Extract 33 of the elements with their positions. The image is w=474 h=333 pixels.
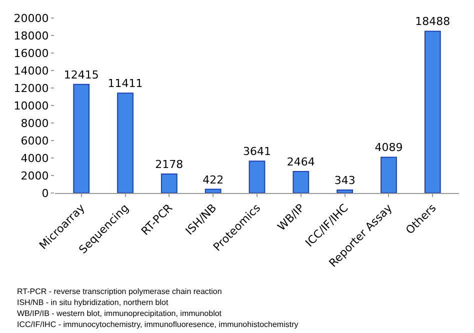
- data-label: 2178: [155, 158, 184, 171]
- data-label: 12415: [64, 68, 99, 82]
- bar: [204, 188, 222, 193]
- data-label: 11411: [108, 77, 143, 90]
- y-tick-label: 18000: [14, 29, 49, 42]
- bar: [73, 84, 90, 193]
- y-tick-label: 16000: [14, 46, 49, 60]
- y-tick-label: 6000: [20, 134, 49, 148]
- y-tick-label: 8000: [20, 116, 49, 130]
- y-tick-label: 2000: [20, 169, 49, 182]
- bar: [248, 160, 266, 193]
- bar: [336, 190, 354, 193]
- data-label: 18488: [415, 15, 450, 28]
- bar: [380, 156, 397, 193]
- bar: [117, 92, 134, 193]
- data-label: 343: [334, 174, 356, 187]
- data-label: 2464: [286, 155, 315, 168]
- y-tick-label: 4000: [20, 152, 49, 165]
- text: ICC/IF/IHC - immunocytochemistry, immunofluoresence, immunohistochemistry: [17, 320, 298, 329]
- bar: [160, 173, 178, 193]
- y-tick-label: 0: [42, 186, 49, 200]
- bar: [424, 30, 441, 193]
- text: WB/IP/IB - western blot, immunoprecipitation, immunoblot: [17, 309, 222, 318]
- y-tick-label: 14000: [14, 64, 49, 78]
- text: ISH/NB - in situ hybridization, northern blot: [17, 298, 169, 307]
- y-tick-label: 10000: [14, 99, 49, 112]
- y-tick-label: 20000: [14, 12, 49, 25]
- bar: [292, 170, 310, 193]
- data-label: 422: [202, 173, 224, 186]
- data-label: 3641: [243, 145, 271, 158]
- text: RT-PCR - reverse transcription polymerase chain reaction: [17, 287, 222, 296]
- y-tick-label: 12000: [14, 82, 49, 95]
- data-label: 4089: [374, 141, 403, 154]
